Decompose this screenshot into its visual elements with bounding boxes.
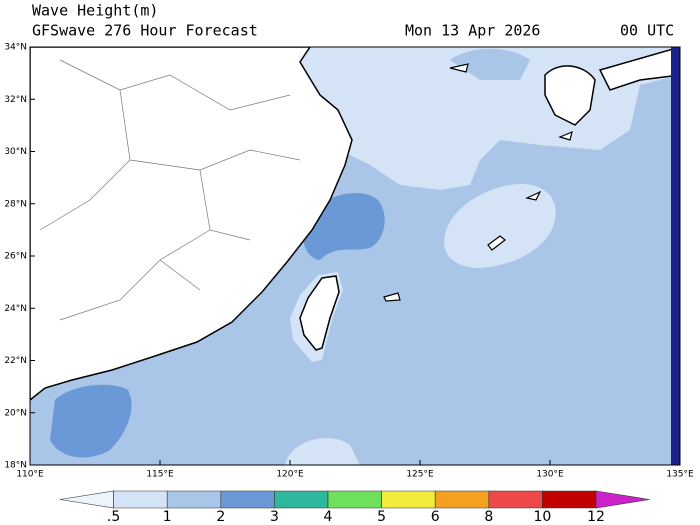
lat-label: 22°N bbox=[4, 356, 27, 366]
lat-label: 32°N bbox=[4, 95, 27, 105]
lat-label: 26°N bbox=[4, 252, 27, 262]
colorbar-segment bbox=[327, 490, 382, 509]
colorbar-segment bbox=[488, 490, 543, 509]
mainland bbox=[30, 47, 353, 401]
islands bbox=[383, 63, 573, 302]
sea-patch bbox=[450, 48, 530, 80]
colorbar-label: 4 bbox=[324, 509, 333, 525]
date: Mon 13 Apr 2026 bbox=[405, 22, 540, 40]
sea-2-3m-south bbox=[50, 384, 132, 458]
taiwan bbox=[299, 275, 340, 351]
lat-label: 20°N bbox=[4, 408, 27, 418]
province-borders bbox=[39, 59, 301, 321]
lat-label: 34°N bbox=[4, 43, 27, 53]
colorbar-label: .5 bbox=[107, 509, 120, 525]
lat-label: 28°N bbox=[4, 199, 27, 209]
colorbar-label: 1 bbox=[163, 509, 172, 525]
colorbar-label: 6 bbox=[431, 509, 440, 525]
lat-label: 30°N bbox=[4, 147, 27, 157]
sea-light-east bbox=[444, 184, 556, 268]
colorbar-segment bbox=[59, 490, 114, 509]
colorbar-segment bbox=[434, 490, 490, 509]
colorbar-segment bbox=[220, 490, 275, 509]
sea-light-south bbox=[285, 437, 360, 465]
colorbar-segment bbox=[166, 490, 222, 509]
colorbar-label: 5 bbox=[377, 509, 386, 525]
lon-label: 130°E bbox=[536, 470, 564, 480]
colorbar-segment bbox=[595, 490, 650, 509]
lat-label: 24°N bbox=[4, 304, 27, 314]
lon-label: 125°E bbox=[406, 470, 434, 480]
colorbar-label: 8 bbox=[484, 509, 493, 525]
lon-label: 110°E bbox=[16, 470, 44, 480]
lat-label: 18°N bbox=[4, 461, 27, 471]
lon-label: 120°E bbox=[276, 470, 304, 480]
japan bbox=[544, 47, 680, 126]
subtitle: GFSwave 276 Hour Forecast bbox=[32, 22, 258, 40]
colorbar-label: 12 bbox=[587, 509, 605, 525]
title: Wave Height(m) bbox=[32, 2, 158, 20]
map bbox=[29, 46, 681, 466]
lon-label: 135°E bbox=[666, 470, 694, 480]
colorbar-segment bbox=[274, 490, 329, 509]
colorbar-segment bbox=[113, 490, 168, 509]
edge-strip bbox=[671, 47, 680, 465]
colorbar-label: 3 bbox=[270, 509, 279, 525]
lon-label: 115°E bbox=[146, 470, 174, 480]
colorbar-label: 10 bbox=[533, 509, 551, 525]
colorbar-segment bbox=[542, 490, 597, 509]
colorbar-segment bbox=[381, 490, 436, 509]
colorbar-label: 2 bbox=[216, 509, 225, 525]
time: 00 UTC bbox=[620, 22, 674, 40]
